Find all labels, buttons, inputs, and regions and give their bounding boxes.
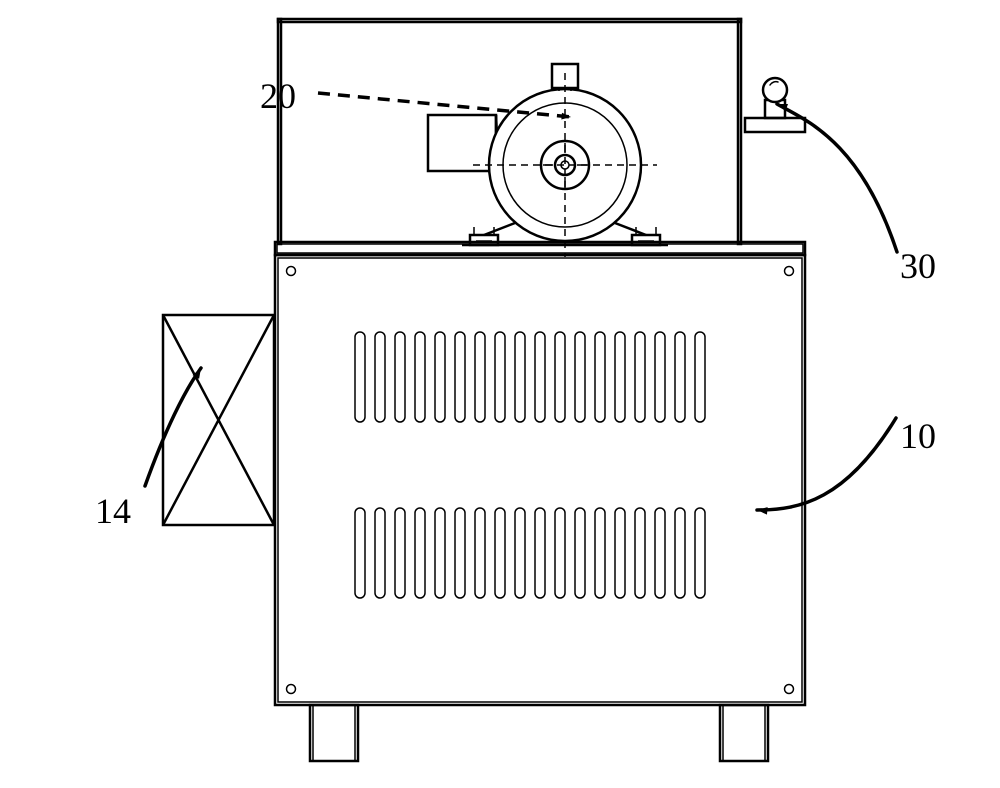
figure-canvas: 20 30 10 14 xyxy=(0,0,1000,788)
label-20: 20 xyxy=(260,75,296,117)
label-10: 10 xyxy=(900,415,936,457)
label-30: 30 xyxy=(900,245,936,287)
diagram-svg xyxy=(0,0,1000,788)
label-14: 14 xyxy=(95,490,131,532)
